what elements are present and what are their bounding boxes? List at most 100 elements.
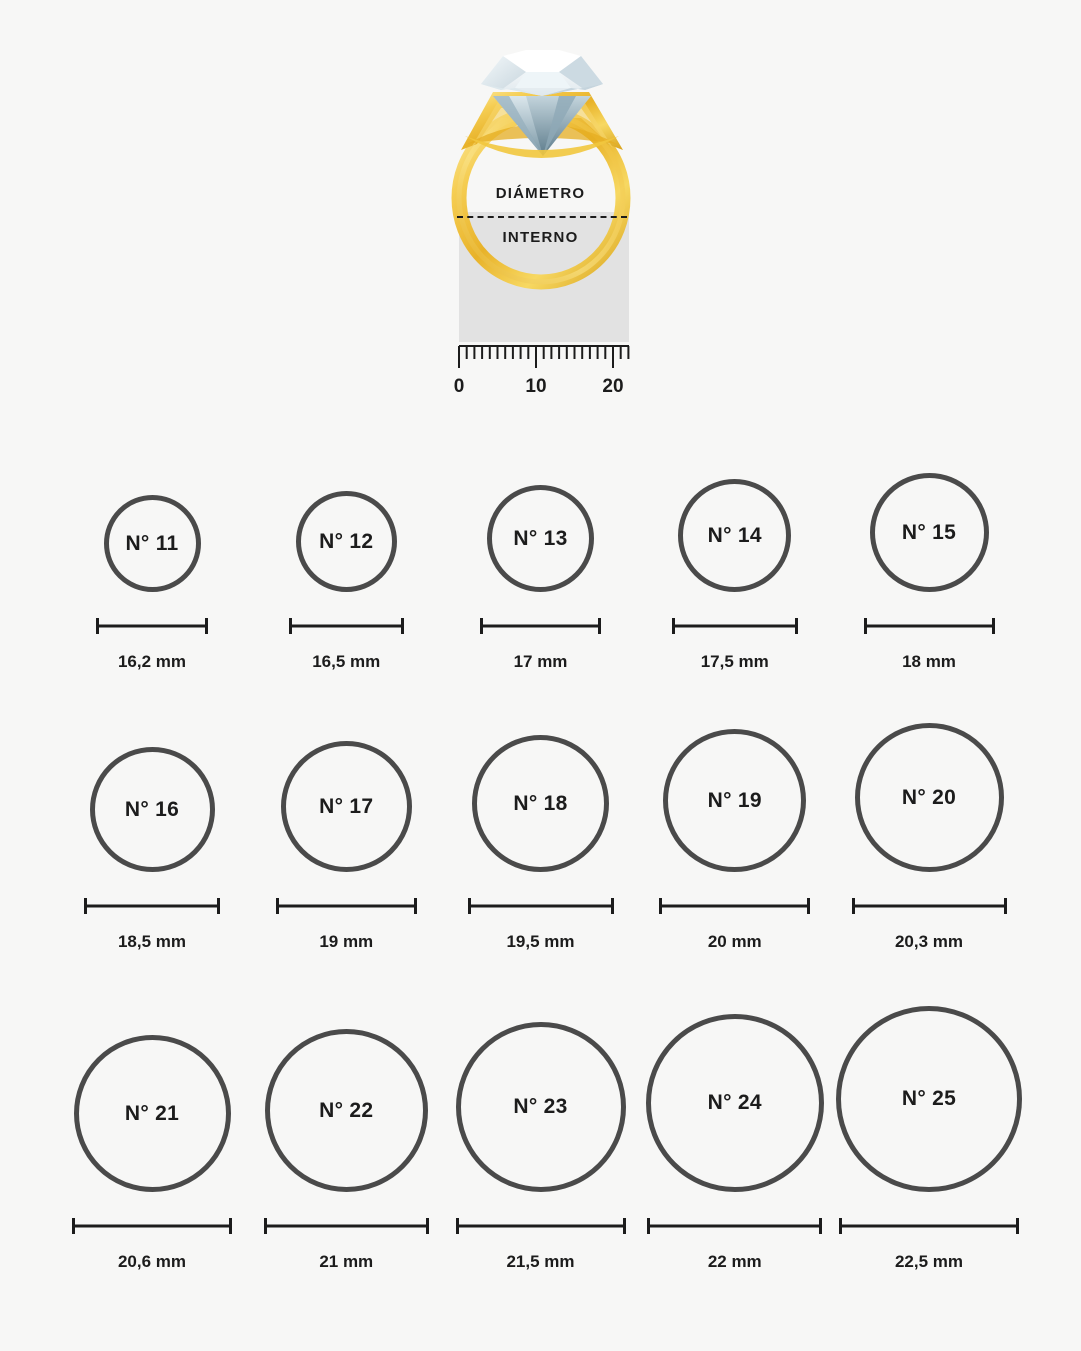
size-cell[interactable]: N° 21 20,6 mm	[62, 1035, 242, 1272]
measure-line	[455, 1224, 626, 1228]
ring-size-circle[interactable]: N° 22	[264, 1029, 428, 1192]
size-row-1: N° 11 16,2 mm N° 12 16,5 mm	[0, 440, 1081, 672]
ring-size-circle[interactable]: N° 16	[89, 747, 215, 872]
inner-diameter-dashed-line	[456, 216, 627, 218]
size-cell[interactable]: N° 13 17 mm	[451, 485, 631, 672]
diameter-measure-bar	[72, 1218, 232, 1234]
measure-cap-right	[794, 618, 798, 634]
ring-size-circle[interactable]: N° 23	[455, 1022, 626, 1192]
size-row-2: N° 16 18,5 mm N° 17 19 mm	[0, 672, 1081, 952]
ring-diagram: DIÁMETRO INTERNO	[431, 40, 651, 400]
measure-cap-right	[413, 898, 417, 914]
ring-size-mm: 19 mm	[319, 932, 374, 951]
measure-line	[288, 624, 404, 628]
ring-size-circle[interactable]: N° 19	[663, 729, 807, 872]
size-cell[interactable]: N° 19 20 mm	[645, 729, 825, 952]
size-cell[interactable]: N° 15 18 mm	[839, 473, 1019, 672]
ruler-tick-label-20: 20	[602, 376, 623, 397]
diamond-ring-icon	[451, 50, 630, 290]
measure-line	[863, 624, 995, 628]
ring-size-circle[interactable]: N° 24	[645, 1014, 824, 1192]
measure-cap-right	[217, 898, 220, 914]
measure-cap-right	[622, 1218, 626, 1234]
measure-line	[480, 624, 601, 628]
diameter-measure-bar	[659, 898, 811, 914]
measure-line	[275, 904, 417, 908]
ruler-tick-label-10: 10	[525, 376, 546, 397]
ring-size-circle[interactable]: N° 18	[472, 735, 609, 872]
measure-line	[263, 1224, 429, 1228]
measure-line	[647, 1224, 823, 1228]
diameter-measure-bar	[671, 618, 798, 634]
measure-cap-right	[991, 618, 995, 634]
measure-cap-right	[610, 898, 614, 914]
ring-size-circle[interactable]: N° 17	[280, 741, 412, 872]
ring-size-circle[interactable]: N° 12	[295, 491, 397, 592]
ring-size-mm: 19,5 mm	[506, 932, 575, 951]
ring-size-number: N° 25	[901, 1087, 957, 1110]
ring-size-mm: 17 mm	[513, 652, 568, 671]
size-cell[interactable]: N° 23 21,5 mm	[451, 1022, 631, 1272]
ring-size-number: N° 14	[707, 523, 762, 547]
measure-line	[72, 1224, 232, 1228]
measure-cap-right	[807, 898, 811, 914]
diameter-label-top: DIÁMETRO	[495, 185, 586, 202]
measure-cap-left	[839, 1218, 842, 1234]
diameter-measure-bar	[863, 618, 995, 634]
measure-cap-left	[659, 898, 663, 914]
ring-size-number: N° 11	[125, 531, 179, 555]
ring-size-number: N° 13	[513, 526, 568, 550]
measure-cap-left	[851, 898, 855, 914]
size-cell[interactable]: N° 16 18,5 mm	[62, 747, 242, 952]
measure-cap-right	[819, 1218, 823, 1234]
diameter-measure-bar	[467, 898, 614, 914]
ring-size-mm: 17,5 mm	[700, 652, 769, 671]
measure-line	[467, 904, 614, 908]
ring-band-front	[464, 136, 619, 158]
measure-line	[671, 624, 798, 628]
size-cell[interactable]: N° 11 16,2 mm	[62, 495, 242, 672]
size-cell[interactable]: N° 20 20,3 mm	[839, 723, 1019, 952]
measure-cap-left	[863, 618, 867, 634]
measure-cap-right	[598, 618, 601, 634]
measure-cap-left	[288, 618, 292, 634]
diameter-measure-bar	[96, 618, 208, 634]
diameter-measure-bar	[263, 1218, 429, 1234]
measure-cap-left	[96, 618, 99, 634]
ring-size-mm: 20,3 mm	[894, 932, 964, 951]
measure-line	[851, 904, 1007, 908]
ring-size-circle[interactable]: N° 25	[836, 1006, 1022, 1192]
ring-size-grid: N° 11 16,2 mm N° 12 16,5 mm	[0, 440, 1081, 1272]
ring-size-circle[interactable]: N° 21	[73, 1035, 231, 1192]
diameter-measure-bar	[647, 1218, 823, 1234]
size-cell[interactable]: N° 17 19 mm	[256, 741, 436, 952]
measure-cap-right	[1003, 898, 1007, 914]
size-cell[interactable]: N° 25 22,5 mm	[836, 1006, 1022, 1272]
measure-cap-left	[467, 898, 471, 914]
ring-size-mm: 21,5 mm	[506, 1252, 575, 1271]
size-row-3: N° 21 20,6 mm N° 22 21 mm	[0, 952, 1081, 1272]
measure-line	[659, 904, 811, 908]
ring-size-circle[interactable]: N° 13	[487, 485, 594, 592]
size-cell[interactable]: N° 24 22 mm	[645, 1014, 825, 1272]
size-cell[interactable]: N° 14 17,5 mm	[645, 479, 825, 672]
measure-cap-right	[400, 618, 404, 634]
diameter-measure-bar	[455, 1218, 626, 1234]
diameter-measure-bar	[84, 898, 220, 914]
measure-cap-left	[455, 1218, 459, 1234]
diameter-measure-bar	[839, 1218, 1019, 1234]
ring-size-number: N° 19	[707, 788, 762, 812]
ring-size-circle[interactable]: N° 20	[854, 723, 1004, 872]
size-cell[interactable]: N° 12 16,5 mm	[256, 491, 436, 672]
ring-size-mm: 21 mm	[319, 1252, 374, 1271]
ring-size-mm: 16,2 mm	[117, 652, 187, 671]
size-cell[interactable]: N° 18 19,5 mm	[451, 735, 631, 952]
diamond-pavilion	[492, 96, 591, 156]
measure-cap-left	[671, 618, 675, 634]
ring-size-circle[interactable]: N° 11	[103, 495, 201, 592]
measure-cap-left	[263, 1218, 267, 1234]
diameter-measure-bar	[288, 618, 404, 634]
size-cell[interactable]: N° 22 21 mm	[256, 1029, 436, 1272]
ring-size-circle[interactable]: N° 15	[869, 473, 989, 592]
ring-size-circle[interactable]: N° 14	[678, 479, 792, 592]
